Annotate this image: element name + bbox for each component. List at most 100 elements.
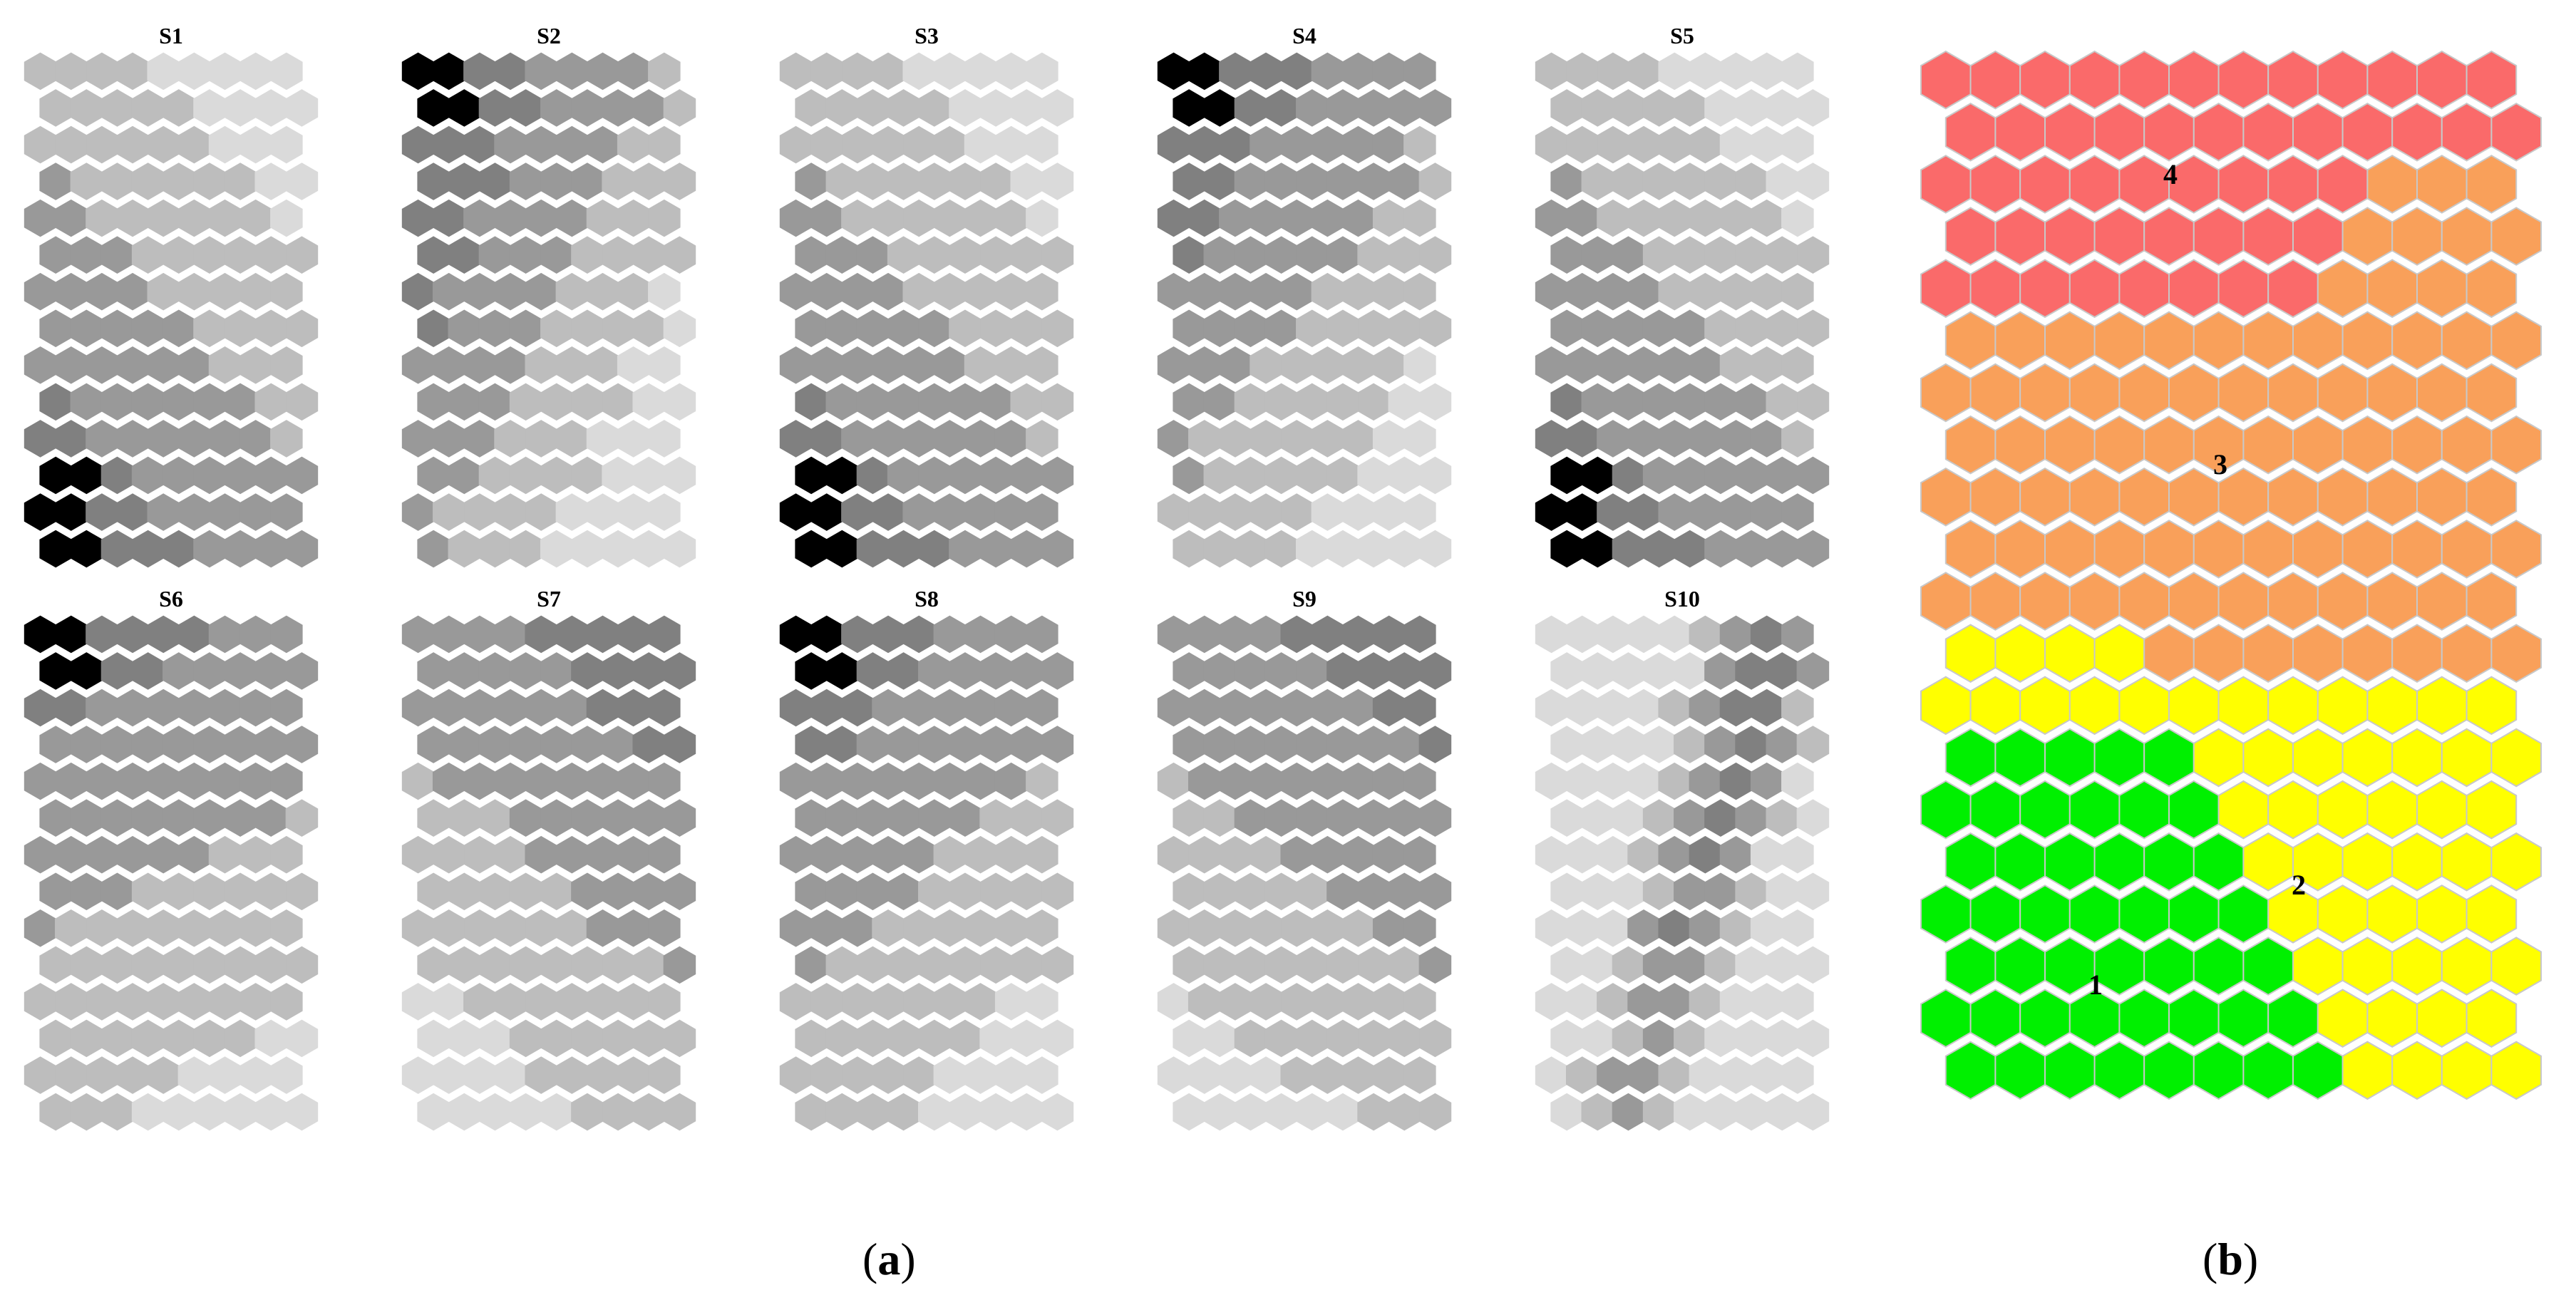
som-hex-cell <box>1535 909 1568 947</box>
som-hex-cell <box>949 1093 982 1131</box>
som-hex-cell <box>239 762 272 800</box>
som-hex-cell <box>918 383 951 421</box>
som-hex-cell <box>177 493 211 531</box>
cluster-hex-cell <box>2366 155 2418 214</box>
cluster-hex-cell <box>2441 102 2493 162</box>
cluster-hex-cell <box>1944 832 1997 892</box>
som-hex-cell <box>1173 456 1205 495</box>
som-hex-cell <box>54 493 88 531</box>
som-hex-cell <box>949 530 982 568</box>
som-hex-cell <box>902 52 935 91</box>
som-hex-cell <box>54 615 88 654</box>
som-hex-cell <box>1010 872 1044 911</box>
som-hex-cell <box>417 726 450 763</box>
som-hex-cell <box>525 125 557 164</box>
som-hex-cell <box>478 163 512 200</box>
som-hex-cell <box>401 615 435 654</box>
som-hex-cell <box>617 835 650 874</box>
som-hex-cell <box>1311 835 1344 874</box>
som-hex-cell <box>1674 163 1706 200</box>
cluster-hex-cell <box>2292 311 2344 371</box>
cluster-hex-cell <box>2341 937 2394 996</box>
som-hex-cell <box>602 799 634 837</box>
som-hex-cell <box>401 125 435 164</box>
som-hex-cell <box>1689 615 1722 654</box>
som-hex-cell <box>1535 615 1568 654</box>
som-hex-cell <box>1750 125 1783 164</box>
som-hex-cell <box>1264 456 1298 495</box>
som-hex-cell <box>1173 89 1205 127</box>
som-hex-cell <box>131 872 165 911</box>
som-hex-cell <box>617 493 650 531</box>
som-hex-cell <box>463 493 496 531</box>
som-hex-cell <box>101 383 134 421</box>
som-hex-cell <box>918 163 951 200</box>
som-hex-cell <box>1550 1019 1583 1058</box>
som-hex-cell <box>1704 652 1737 690</box>
som-hex-cell <box>602 530 634 568</box>
cluster-hex-cell <box>2366 989 2418 1048</box>
som-hex-cell <box>147 493 180 531</box>
som-hex-cell <box>810 835 843 874</box>
som-hex-cell <box>39 89 72 127</box>
som-hex-cell <box>1280 835 1313 874</box>
som-hex-cell <box>795 163 828 200</box>
som-hex-cell <box>494 983 527 1021</box>
som-hex-cell <box>1418 383 1452 421</box>
som-hex-cell <box>1173 163 1205 200</box>
som-hex-cell <box>1627 688 1660 727</box>
som-hex-cell <box>1388 872 1421 911</box>
cluster-hex-cell <box>2044 937 2096 996</box>
som-hex-cell <box>509 383 542 421</box>
som-hex-cell <box>116 909 149 947</box>
cluster-hex-cell <box>2044 207 2096 266</box>
som-hex-cell <box>1264 163 1298 200</box>
som-hex-cell <box>39 872 72 911</box>
cluster-hex-cell <box>2267 50 2319 110</box>
som-hex-cell <box>795 456 828 495</box>
som-hex-cell <box>1642 89 1676 127</box>
som-hex-cell <box>1203 872 1237 911</box>
cluster-hex-cell <box>2366 884 2418 944</box>
cluster-hex-cell <box>2242 520 2294 579</box>
som-hex-cell <box>1203 163 1237 200</box>
som-hex-cell <box>902 835 935 874</box>
som-hex-cell <box>540 383 573 421</box>
som-hex-cell <box>1781 493 1814 531</box>
som-hex-cell <box>1597 835 1629 874</box>
som-hex-cell <box>964 125 997 164</box>
som-hex-cell <box>994 983 1028 1021</box>
som-hex-cell <box>933 762 967 800</box>
som-hex-cell <box>1403 493 1436 531</box>
som-hex-cell <box>571 652 604 690</box>
som-hex-cell <box>1535 346 1568 384</box>
som-hex-cell <box>177 1056 211 1094</box>
som-hex-cell <box>1296 456 1329 495</box>
som-hex-cell <box>1026 909 1058 947</box>
som-hex-cell <box>648 52 681 91</box>
som-hex-cell <box>239 983 272 1021</box>
som-hex-cell <box>54 52 88 91</box>
som-hex-cell <box>555 909 589 947</box>
som-hex-cell <box>1750 688 1783 727</box>
som-hex-cell <box>632 1019 666 1058</box>
som-hex-cell <box>1280 493 1313 531</box>
som-hex-cell <box>571 872 604 911</box>
som-hex-cell <box>239 346 272 384</box>
som-hex-cell <box>902 983 935 1021</box>
som-hex-cell <box>54 346 88 384</box>
som-hex-cell <box>39 1019 72 1058</box>
cluster-hex-cell <box>1969 884 2021 944</box>
cluster-hex-cell <box>1994 207 2046 266</box>
som-hex-cell <box>1581 89 1614 127</box>
som-hex-cell <box>448 946 481 984</box>
cluster-hex-cell <box>2193 207 2245 266</box>
som-hex-cell <box>872 199 905 237</box>
som-hex-cell <box>131 946 165 984</box>
som-hex-cell <box>1026 125 1058 164</box>
cluster-hex-cell <box>2441 415 2493 475</box>
som-hex-cell <box>586 272 619 311</box>
cluster-hex-cell <box>2019 676 2071 736</box>
cluster-hex-cell <box>2441 520 2493 579</box>
som-hex-cell <box>1187 199 1221 237</box>
